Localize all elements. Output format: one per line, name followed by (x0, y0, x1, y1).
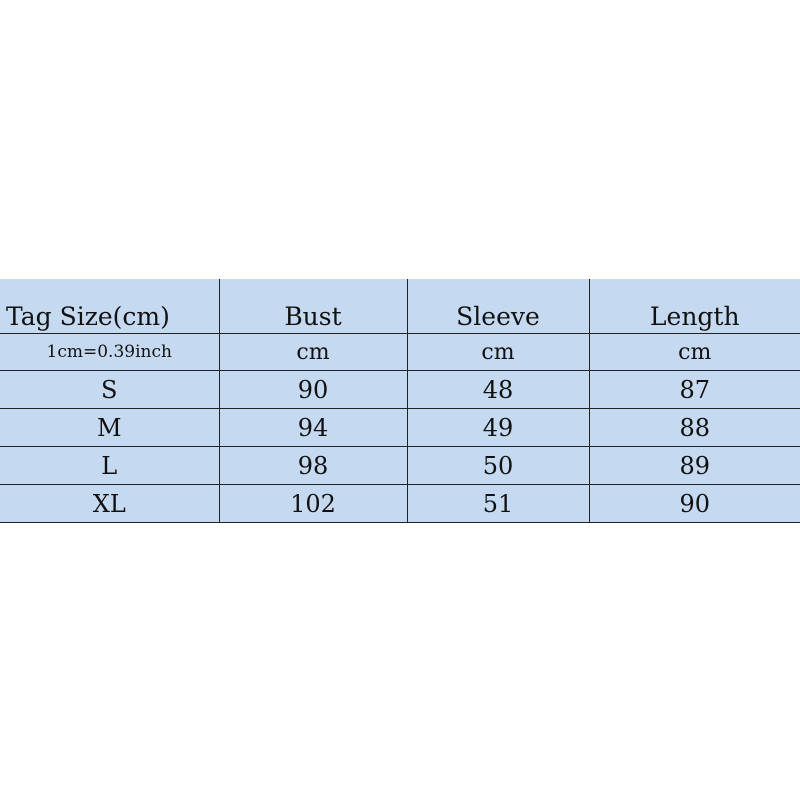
header-row: Tag Size(cm) Bust Sleeve Length (0, 279, 800, 334)
sleeve-cell: 48 (406, 370, 589, 409)
length-cell: 87 (588, 370, 800, 409)
size-cell: S (0, 370, 219, 409)
units-row: 1cm=0.39inch cm cm cm (0, 333, 800, 371)
unit-bust: cm (218, 333, 407, 371)
header-tag-size: Tag Size(cm) (0, 279, 219, 334)
header-sleeve: Sleeve (406, 279, 589, 334)
table-row: S 90 48 87 (0, 370, 800, 409)
size-cell: L (0, 446, 219, 485)
bust-cell: 98 (218, 446, 407, 485)
length-cell: 89 (588, 446, 800, 485)
sleeve-cell: 50 (406, 446, 589, 485)
table-row: L 98 50 89 (0, 446, 800, 485)
bust-cell: 90 (218, 370, 407, 409)
length-cell: 88 (588, 408, 800, 447)
unit-conversion: 1cm=0.39inch (0, 333, 219, 371)
sleeve-cell: 49 (406, 408, 589, 447)
table-row: XL 102 51 90 (0, 484, 800, 523)
size-cell: XL (0, 484, 219, 523)
header-bust: Bust (218, 279, 407, 334)
size-cell: M (0, 408, 219, 447)
unit-sleeve: cm (406, 333, 589, 371)
length-cell: 90 (588, 484, 800, 523)
table-row: M 94 49 88 (0, 408, 800, 447)
header-length: Length (588, 279, 800, 334)
bust-cell: 94 (218, 408, 407, 447)
bust-cell: 102 (218, 484, 407, 523)
unit-length: cm (588, 333, 800, 371)
size-chart-table: Tag Size(cm) Bust Sleeve Length 1cm=0.39… (0, 279, 800, 523)
sleeve-cell: 51 (406, 484, 589, 523)
